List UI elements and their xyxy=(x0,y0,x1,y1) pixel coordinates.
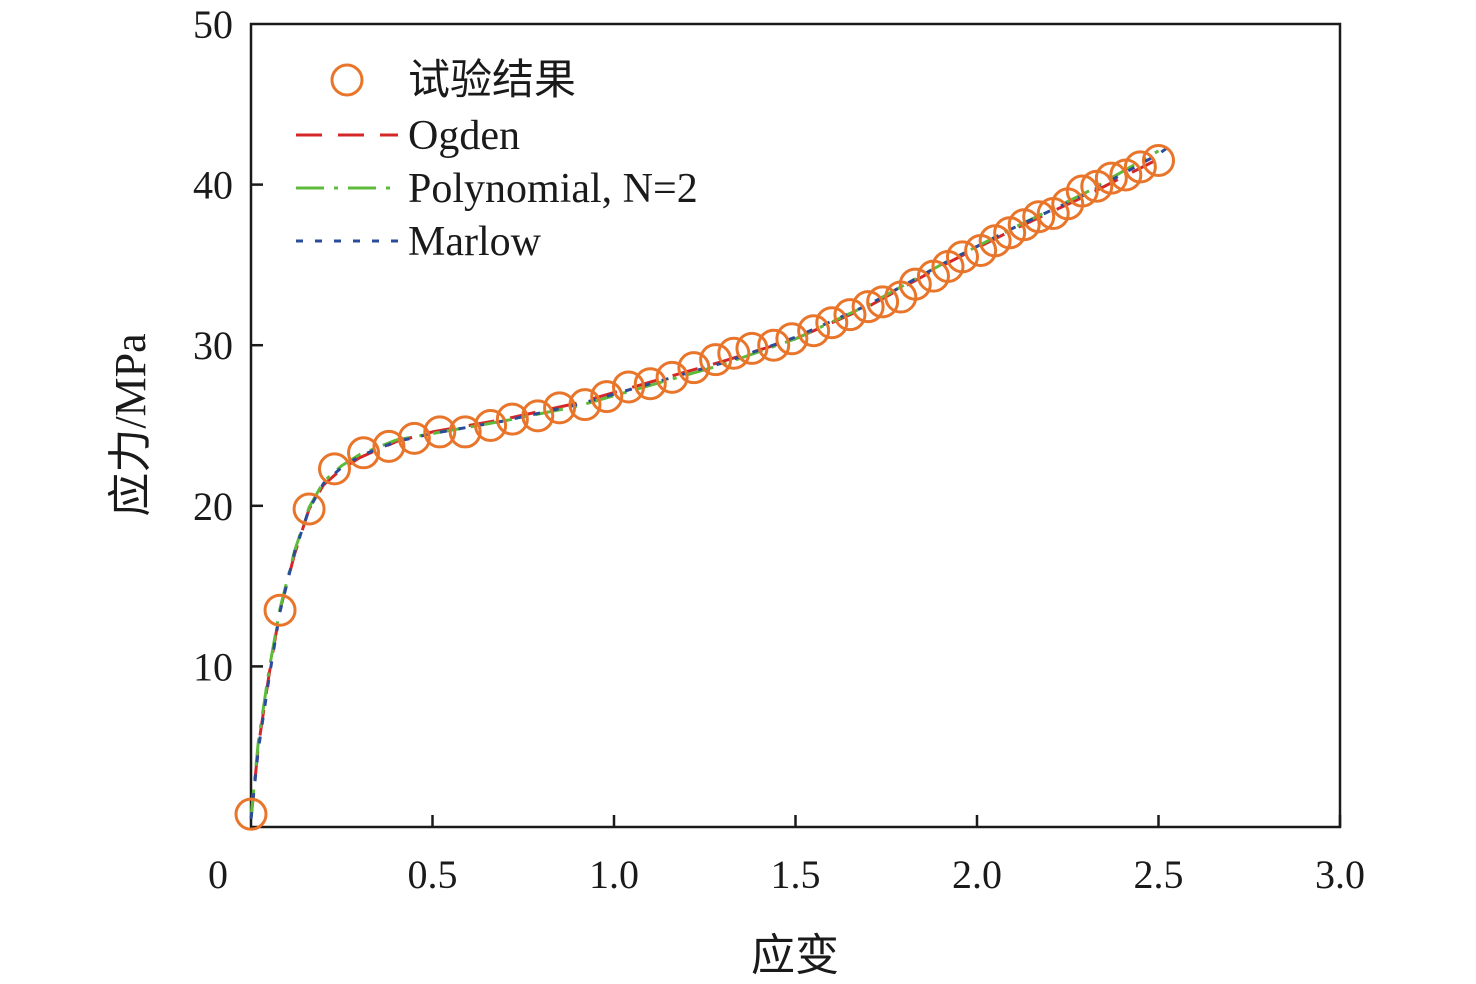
marlow-curve xyxy=(249,139,1178,820)
experiment-point xyxy=(677,351,711,385)
experiment-point xyxy=(945,240,979,274)
x-tick-label: 0.5 xyxy=(408,852,458,897)
experiment-point xyxy=(1123,150,1157,184)
x-tick-label: 2.5 xyxy=(1134,852,1184,897)
legend-label-polynomial: Polynomial, N=2 xyxy=(408,166,698,212)
experiment-point xyxy=(495,402,529,436)
experiment-point xyxy=(263,593,297,627)
x-tick-label: 2.0 xyxy=(952,852,1002,897)
polynomial-curve xyxy=(249,149,1160,818)
legend-label-marlow: Marlow xyxy=(408,219,542,265)
experiment-point xyxy=(775,322,809,356)
experiment-point xyxy=(397,421,431,455)
experiment-point xyxy=(372,429,406,463)
experiment-point xyxy=(851,290,885,324)
experiment-point xyxy=(317,452,351,486)
y-tick-label: 30 xyxy=(193,323,233,368)
legend-label-ogden: Ogden xyxy=(408,113,520,159)
experiment-point xyxy=(292,492,326,526)
x-tick-label: 1.0 xyxy=(589,852,639,897)
axis-ticks: 0 0.5 1.0 1.5 2.0 2.5 3.0 10 20 30 40 50 xyxy=(193,2,1365,897)
experiment-point xyxy=(568,388,602,422)
x-tick-label: 3.0 xyxy=(1315,852,1365,897)
experiment-markers xyxy=(234,144,1175,831)
experiment-point xyxy=(347,436,381,470)
experiment-point xyxy=(898,267,932,301)
experiment-point xyxy=(655,360,689,394)
experiment-point xyxy=(474,409,508,442)
experiment-point xyxy=(717,336,751,370)
experiment-point xyxy=(833,298,867,332)
experiment-point xyxy=(423,415,457,449)
y-tick-label: 50 xyxy=(193,2,233,47)
experiment-point xyxy=(448,415,482,449)
legend: 试验结果 Ogden Polynomial, N=2 Marlow xyxy=(296,57,698,265)
x-tick-label: 1.5 xyxy=(771,852,821,897)
experiment-point xyxy=(735,331,769,365)
y-tick-label: 20 xyxy=(193,484,233,529)
y-tick-label: 40 xyxy=(193,163,233,208)
experiment-point xyxy=(590,380,624,414)
legend-label-experiment: 试验结果 xyxy=(408,57,576,104)
y-axis-title: 应力/MPa xyxy=(106,333,155,516)
x-tick-label: 0 xyxy=(208,852,228,897)
x-axis-title: 应变 xyxy=(751,931,839,980)
experiment-point xyxy=(1022,200,1056,234)
series-group xyxy=(249,139,1178,820)
experiment-point xyxy=(633,367,667,401)
y-tick-label: 10 xyxy=(193,644,233,689)
ogden-curve xyxy=(249,157,1160,820)
experiment-point xyxy=(543,391,577,425)
experiment-point xyxy=(1065,174,1099,208)
experiment-point xyxy=(521,399,555,433)
experiment-point xyxy=(1094,161,1128,195)
experiment-point xyxy=(1142,144,1175,178)
experiment-point xyxy=(797,314,831,348)
experiment-point xyxy=(234,797,268,831)
experiment-point xyxy=(866,285,900,319)
legend-marker-experiment xyxy=(330,63,364,97)
experiment-point xyxy=(699,343,733,377)
experiment-point xyxy=(815,306,849,340)
experiment-point xyxy=(612,370,646,404)
experiment-point xyxy=(757,328,791,362)
